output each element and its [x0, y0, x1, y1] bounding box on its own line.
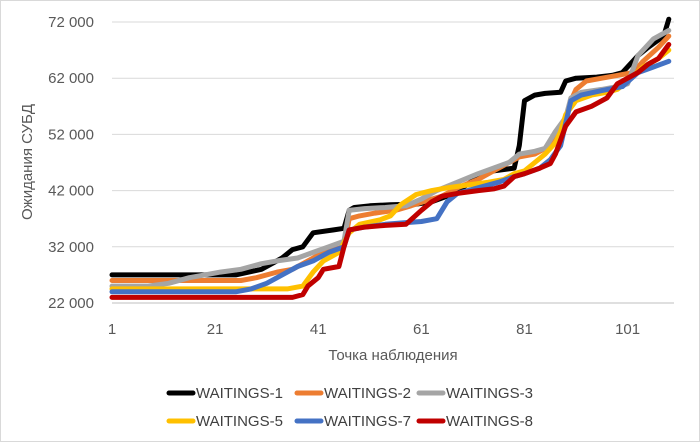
legend-label: WAITINGS-2: [324, 385, 411, 402]
x-tick-label: 101: [615, 321, 640, 338]
y-tick-label: 42 000: [48, 183, 94, 200]
x-tick-label: 41: [310, 321, 327, 338]
x-tick-label: 21: [207, 321, 224, 338]
series-line-waitings-7: [109, 58, 672, 295]
legend-label: WAITINGS-8: [446, 413, 533, 430]
series-line-waitings-5: [109, 47, 672, 292]
series-line-waitings-2: [109, 33, 672, 283]
y-tick-label: 72 000: [48, 14, 94, 31]
series-line-waitings-8: [109, 42, 672, 300]
legend-label: WAITINGS-5: [196, 413, 283, 430]
series-line-waitings-1: [109, 16, 672, 278]
series-lines: [109, 16, 672, 300]
y-tick-label: 32 000: [48, 239, 94, 256]
legend: WAITINGS-1 WAITINGS-2 WAITINGS-3 WAITINGS-5…: [166, 385, 533, 430]
legend-label: WAITINGS-7: [324, 413, 411, 430]
axes: 22 000 32 000 42 000 52 000 62 000 72 000 1 21 4…: [48, 14, 674, 338]
x-tick-label: 1: [108, 321, 116, 338]
y-axis-title: Ожидания СУБД: [19, 104, 36, 220]
x-axis-title: Точка наблюдения: [328, 347, 457, 364]
series-line-waitings-3: [109, 27, 672, 289]
legend-label: WAITINGS-3: [446, 385, 533, 402]
y-tick-label: 62 000: [48, 70, 94, 87]
x-tick-label: 81: [516, 321, 533, 338]
y-tick-label: 52 000: [48, 126, 94, 143]
legend-label: WAITINGS-1: [196, 385, 283, 402]
x-tick-label: 61: [413, 321, 430, 338]
y-tick-label: 22 000: [48, 295, 94, 312]
